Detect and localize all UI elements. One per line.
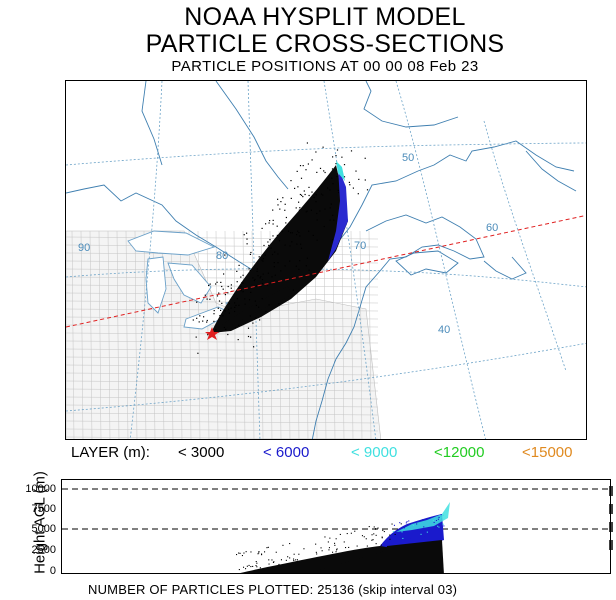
right-edge-fragment: [607, 478, 615, 598]
legend-item-15000: <15000: [522, 444, 573, 461]
particle-count-footer: NUMBER OF PARTICLES PLOTTED: 25136 (skip…: [88, 582, 458, 597]
legend-item-6000: < 6000: [263, 444, 310, 461]
lon-label-60: 60: [486, 222, 498, 234]
title-line-1: NOAA HYSPLIT MODEL: [184, 3, 466, 31]
particle-plume: [192, 142, 369, 354]
map-panel: 50 40 90 80 70 60: [65, 80, 587, 440]
ytick-2500: 2500: [31, 544, 56, 556]
lon-label-90: 90: [78, 242, 90, 254]
title-block: NOAA HYSPLIT MODEL PARTICLE CROSS-SECTIO…: [0, 4, 616, 76]
title-line-2: PARTICLE CROSS-SECTIONS: [145, 30, 505, 58]
cross-section-line: [66, 214, 586, 328]
county-grid: [66, 230, 382, 439]
ytick-0: 0: [49, 565, 56, 577]
legend-item-3000: < 3000: [178, 444, 225, 461]
ytick-10000: 10000: [25, 483, 56, 495]
lon-label-70: 70: [354, 240, 366, 252]
source-star-marker: [205, 327, 219, 340]
lat-label-50: 50: [402, 152, 414, 164]
legend-item-12000: <12000: [434, 444, 485, 461]
legend-prefix: LAYER (m):: [71, 444, 150, 461]
ytick-7500: 7500: [31, 503, 56, 515]
ytick-5000: 5000: [31, 523, 56, 535]
graticule-labels: 50 40 90 80 70 60: [78, 152, 498, 336]
cross-section-particles: [236, 502, 450, 573]
title-line-3: PARTICLE POSITIONS AT 00 00 08 Feb 23: [171, 58, 479, 75]
cross-section-panel: [61, 479, 611, 574]
graticule: [66, 81, 586, 439]
lon-label-80: 80: [216, 250, 228, 262]
map-canvas: 50 40 90 80 70 60: [66, 81, 586, 439]
cross-section-canvas: [62, 488, 610, 573]
lat-label-40: 40: [438, 324, 450, 336]
legend-item-9000: < 9000: [351, 444, 398, 461]
